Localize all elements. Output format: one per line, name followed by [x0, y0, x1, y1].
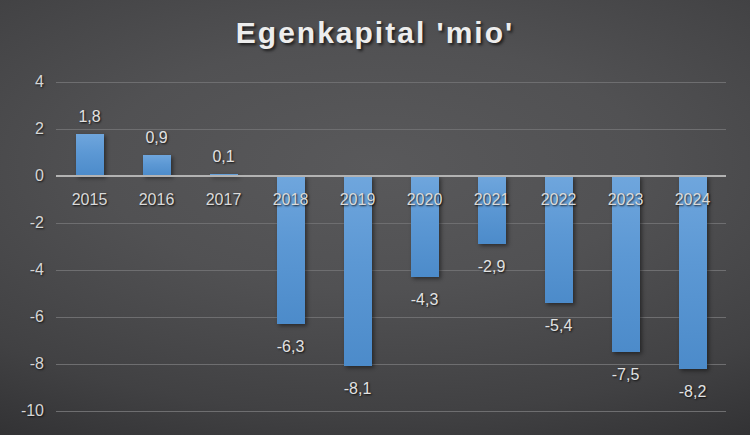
- gridline--8: [56, 364, 726, 365]
- value-label-2020: -4,3: [395, 291, 455, 309]
- y-tick-label--10: -10: [0, 401, 44, 421]
- y-tick-label-2: 2: [0, 119, 44, 139]
- y-tick-label--2: -2: [0, 213, 44, 233]
- category-label-2015: 2015: [56, 190, 123, 210]
- plot-area: 4 2 0 -2 -4 -6 -8 -10 1,8 2015 0,9 2016 0,1 2017 -6,3 2…: [0, 0, 750, 435]
- bar-2021: [478, 176, 506, 244]
- category-label-2023: 2023: [592, 190, 659, 210]
- category-label-2018: 2018: [257, 190, 324, 210]
- category-label-2019: 2019: [324, 190, 391, 210]
- category-label-2017: 2017: [190, 190, 257, 210]
- value-label-2023: -7,5: [596, 366, 656, 384]
- value-label-2022: -5,4: [529, 317, 589, 335]
- category-label-2016: 2016: [123, 190, 190, 210]
- category-label-2020: 2020: [391, 190, 458, 210]
- zero-axis-line: [56, 175, 726, 177]
- category-label-2021: 2021: [458, 190, 525, 210]
- category-label-2022: 2022: [525, 190, 592, 210]
- y-tick-label--4: -4: [0, 260, 44, 280]
- bar-2015: [76, 134, 104, 176]
- value-label-2021: -2,9: [462, 258, 522, 276]
- bar-2016: [143, 155, 171, 176]
- value-label-2019: -8,1: [328, 380, 388, 398]
- category-label-2024: 2024: [659, 190, 726, 210]
- value-label-2015: 1,8: [60, 108, 120, 126]
- value-label-2017: 0,1: [194, 148, 254, 166]
- y-tick-label--8: -8: [0, 354, 44, 374]
- gridline--10: [56, 411, 726, 412]
- y-tick-label-0: 0: [0, 166, 44, 186]
- chart-canvas: Egenkapital 'mio' 420-2-4-6-8-101,820150…: [0, 0, 750, 435]
- value-label-2024: -8,2: [663, 383, 723, 401]
- gridline-4: [56, 82, 726, 83]
- value-label-2016: 0,9: [127, 129, 187, 147]
- y-tick-label--6: -6: [0, 307, 44, 327]
- value-label-2018: -6,3: [261, 338, 321, 356]
- y-tick-label-4: 4: [0, 72, 44, 92]
